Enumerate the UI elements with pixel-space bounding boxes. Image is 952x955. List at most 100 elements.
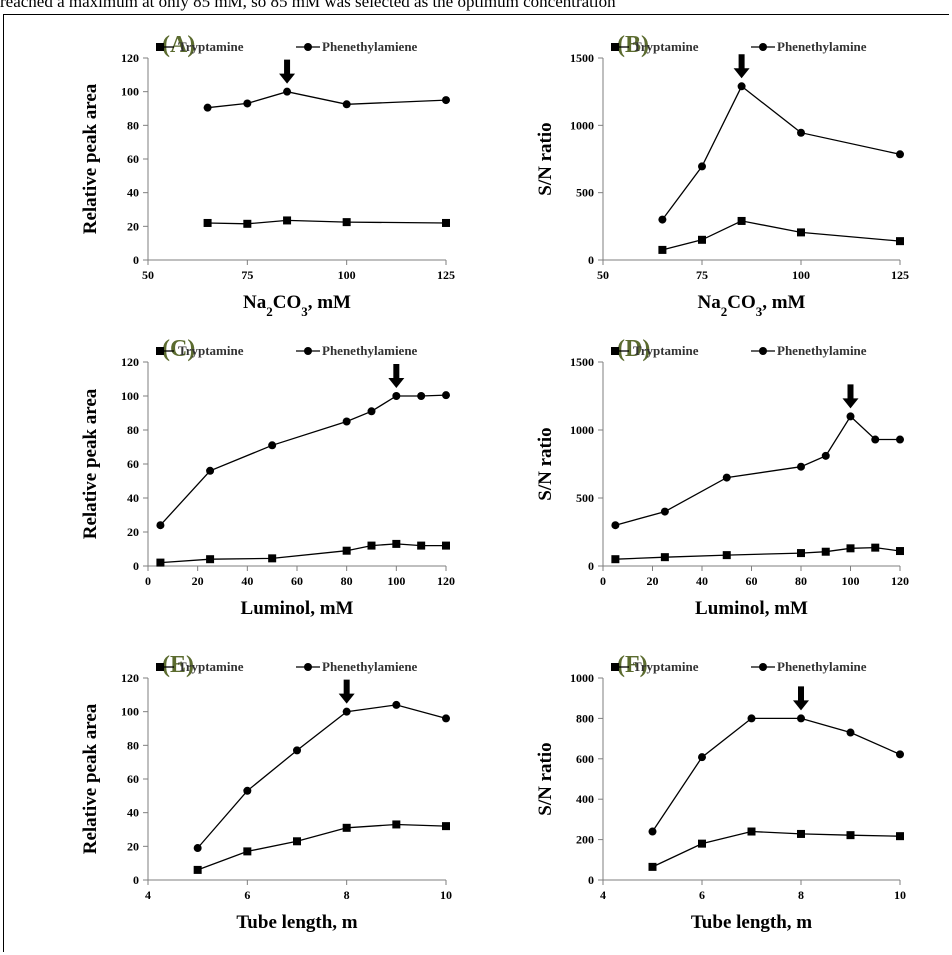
optimum-arrow-icon xyxy=(279,59,296,84)
x-axis-title: Na2CO3, mM xyxy=(698,292,806,319)
data-point xyxy=(698,162,706,171)
y-axis-title: Relative peak area xyxy=(80,703,101,854)
data-point xyxy=(193,844,202,853)
y-tick-label: 100 xyxy=(121,389,139,403)
data-point xyxy=(442,822,450,831)
data-point xyxy=(203,218,212,227)
data-point xyxy=(797,462,805,471)
x-tick-label: 10 xyxy=(440,888,452,902)
data-point xyxy=(896,237,904,246)
y-tick-label: 1500 xyxy=(570,51,594,65)
optimum-arrow-icon xyxy=(388,364,405,388)
legend-marker-square xyxy=(156,43,164,51)
chart-panel-6: 0 200 400 600 800 1000 4 6 8 10 Tube length, m S/N … xyxy=(535,652,906,933)
legend-entry: Tryptamine xyxy=(633,343,699,358)
legend-marker-square xyxy=(611,347,619,355)
y-tick-label: 0 xyxy=(133,873,139,887)
data-point xyxy=(698,839,706,848)
x-tick-label: 100 xyxy=(387,574,405,588)
x-tick-label: 125 xyxy=(891,268,909,282)
data-point xyxy=(203,103,212,112)
data-point xyxy=(747,827,756,836)
data-point xyxy=(392,820,401,829)
data-point xyxy=(797,128,805,137)
data-point xyxy=(283,87,292,96)
data-point xyxy=(342,100,351,109)
data-point xyxy=(896,750,904,759)
data-point xyxy=(846,728,855,737)
data-point xyxy=(442,96,450,105)
data-point xyxy=(737,216,746,225)
y-tick-label: 0 xyxy=(588,253,594,267)
data-point xyxy=(846,831,855,840)
data-point xyxy=(871,435,880,444)
chart-panel-5: 0 20 40 60 80 100 120 4 6 8 10 Tube length, m Relati… xyxy=(80,652,452,933)
legend-marker-square xyxy=(611,663,619,671)
optimum-arrow-icon xyxy=(842,384,859,409)
y-tick-label: 120 xyxy=(121,671,139,685)
x-tick-label: 6 xyxy=(244,888,250,902)
caption-fragment: reached a maximum at only 85 mM, so 85 m… xyxy=(0,0,616,11)
x-tick-label: 20 xyxy=(192,574,204,588)
legend-entry: Phenethylamiene xyxy=(322,39,418,54)
series-line xyxy=(207,91,447,109)
x-tick-label: 80 xyxy=(341,574,353,588)
chart-panel-3: 0 20 40 60 80 100 120 0 20 40 60 80 100 120 Luminol, m… xyxy=(80,336,455,619)
x-tick-label: 10 xyxy=(894,888,906,902)
data-point xyxy=(342,218,351,227)
data-point xyxy=(821,547,830,556)
optimum-arrow-icon xyxy=(338,679,355,704)
x-axis-title: Luminol, mM xyxy=(241,598,354,619)
y-tick-label: 20 xyxy=(127,525,139,539)
x-tick-label: 120 xyxy=(437,574,455,588)
legend-marker-square xyxy=(156,347,164,355)
data-point xyxy=(611,521,620,530)
series-line xyxy=(662,220,901,251)
panel-label: (F) xyxy=(617,652,648,678)
x-tick-label: 8 xyxy=(344,888,350,902)
x-tick-label: 60 xyxy=(291,574,303,588)
data-point xyxy=(648,862,657,871)
legend-entry: Tryptamine xyxy=(633,659,699,674)
legend-marker-circle xyxy=(304,43,312,51)
data-point xyxy=(737,82,746,91)
y-tick-label: 0 xyxy=(133,253,139,267)
data-point xyxy=(658,245,667,254)
data-point xyxy=(367,407,376,416)
x-axis-title: Luminol, mM xyxy=(695,598,808,619)
legend-entry: Phenethylamine xyxy=(777,343,867,358)
data-point xyxy=(821,451,830,460)
data-point xyxy=(846,544,855,553)
data-point xyxy=(648,827,657,836)
optimum-arrow-icon xyxy=(793,686,809,711)
data-point xyxy=(658,215,667,224)
legend-entry: Tryptamine xyxy=(178,659,244,674)
series-line xyxy=(652,830,901,868)
chart-panel-4: 0 500 1000 1500 0 20 40 60 80 100 120 Luminol, mM S/… xyxy=(535,336,909,619)
x-tick-label: 50 xyxy=(142,268,154,282)
y-tick-label: 0 xyxy=(588,559,594,573)
y-tick-label: 100 xyxy=(121,85,139,99)
data-point xyxy=(243,847,252,856)
data-point xyxy=(722,473,731,482)
data-point xyxy=(342,546,351,555)
series-line xyxy=(651,717,901,832)
y-tick-label: 0 xyxy=(588,873,594,887)
x-tick-label: 4 xyxy=(145,888,151,902)
y-tick-label: 1000 xyxy=(570,671,594,685)
x-tick-label: 0 xyxy=(600,574,606,588)
y-tick-label: 600 xyxy=(576,752,594,766)
data-point xyxy=(342,823,351,832)
series-line xyxy=(197,704,447,849)
legend-entry: Phenethylamine xyxy=(777,659,867,674)
data-point xyxy=(896,832,904,841)
data-point xyxy=(392,700,401,709)
y-axis-title: S/N ratio xyxy=(535,742,556,815)
data-point xyxy=(268,441,277,450)
y-tick-label: 1000 xyxy=(570,423,594,437)
y-tick-label: 40 xyxy=(127,806,139,820)
x-tick-label: 120 xyxy=(891,574,909,588)
series-line xyxy=(615,415,900,526)
x-axis-title: Tube length, m xyxy=(691,912,812,933)
y-tick-label: 80 xyxy=(127,738,139,752)
